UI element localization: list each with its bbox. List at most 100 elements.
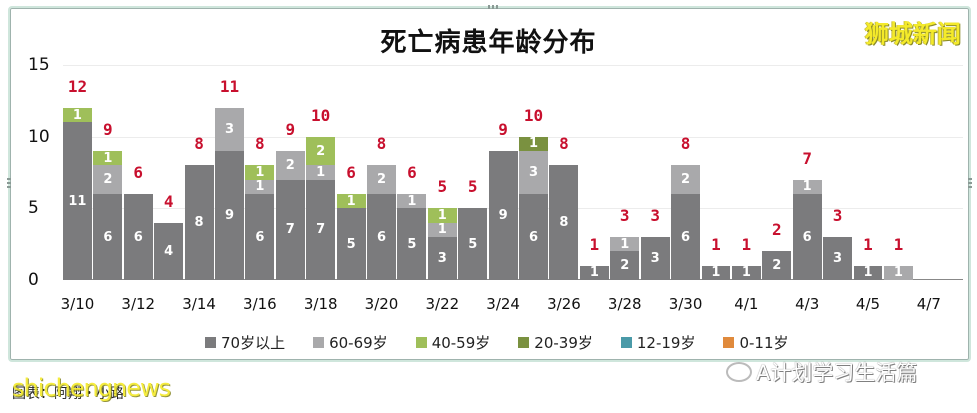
total-label: 6 [133, 163, 144, 182]
x-tick-label: 3/22 [425, 295, 460, 313]
bar-segment: 1 [792, 179, 822, 194]
chart-title: 死亡病患年龄分布 [380, 28, 597, 58]
x-tick-label: 3/14 [182, 295, 216, 313]
legend-swatch-icon [415, 337, 427, 348]
legend-label: 0-11岁 [739, 334, 789, 352]
total-label: 9 [498, 120, 508, 139]
resize-handle-left[interactable] [7, 178, 11, 190]
bar-segment: 8 [549, 165, 579, 280]
resize-handle-top[interactable] [488, 5, 500, 9]
y-tick-label: 0 [28, 270, 39, 290]
total-label: 1 [711, 234, 721, 254]
chart-credit: 图表：阿翔・小路 [12, 386, 124, 402]
bar-segment: 3 [427, 237, 457, 280]
gridline [63, 65, 963, 66]
legend-swatch-icon [518, 337, 530, 348]
total-label: 10 [523, 105, 544, 125]
bar-segment: 1 [579, 265, 609, 280]
total-label: 3 [650, 206, 660, 225]
total-label: 8 [194, 134, 204, 154]
bar-3/18[interactable]: 7 1 2 10 [306, 65, 336, 280]
wechat-icon [726, 362, 752, 382]
legend-item-70_plus[interactable]: 70岁以上 [205, 332, 285, 353]
x-tick-label: 3/16 [243, 295, 277, 313]
legend-item-40_59[interactable]: 40-59岁 [415, 332, 490, 353]
total-label: 2 [771, 220, 782, 240]
bar-3/10[interactable]: 11 1 12 [63, 65, 92, 280]
y-tick-label: 5 [28, 198, 39, 219]
total-label: 1 [589, 234, 600, 254]
x-tick-label: 4/3 [795, 295, 820, 313]
x-tick-label: 4/1 [734, 295, 759, 313]
bar-segment: 6 [123, 194, 153, 280]
total-label: 5 [437, 177, 448, 197]
bar-segment: 7 [275, 179, 305, 280]
bar-segment: 1 [93, 151, 123, 166]
legend-item-20_39[interactable]: 20-39岁 [518, 332, 593, 353]
total-label: 9 [285, 120, 296, 139]
resize-handle-right[interactable] [968, 178, 972, 190]
site-watermark: shichengnews [12, 374, 171, 402]
bar-segment: 1 [883, 265, 913, 280]
bar-segment: 1 [519, 136, 548, 151]
total-label: 6 [407, 163, 417, 182]
bar-segment: 6 [792, 194, 822, 280]
legend-item-60_69[interactable]: 60-69岁 [313, 332, 388, 353]
bar-segment: 2 [275, 151, 305, 180]
bar-4/7[interactable] [914, 65, 943, 280]
total-label: 1 [893, 234, 904, 254]
bar-segment: 1 [63, 108, 92, 123]
x-tick-label: 3/24 [486, 295, 520, 313]
bar-segment: 2 [93, 165, 123, 194]
total-label: 8 [255, 134, 265, 154]
total-label: 11 [219, 77, 240, 96]
x-tick-label: 3/26 [547, 295, 581, 313]
legend-item-12_19[interactable]: 12-19岁 [620, 332, 695, 353]
bar-3/25[interactable]: 6 3 1 10 [519, 65, 548, 280]
total-label: 8 [559, 134, 569, 154]
bar-3/15[interactable]: 9 3 11 [215, 65, 244, 280]
bar-segment: 2 [762, 251, 792, 280]
bar-segment: 1 [306, 165, 336, 180]
bar-segment: 2 [610, 251, 640, 280]
legend-label: 60-69岁 [329, 334, 388, 352]
x-tick-label: 4/7 [916, 295, 941, 313]
total-label: 4 [163, 191, 174, 211]
legend-swatch-icon [723, 337, 735, 348]
legend-label: 70岁以上 [221, 334, 286, 352]
bar-segment: 1 [427, 208, 457, 223]
bar-segment: 7 [306, 179, 336, 280]
bar-segment: 1 [245, 179, 275, 194]
bar-segment: 2 [367, 165, 396, 194]
legend-item-0_11[interactable]: 0-11岁 [723, 332, 789, 353]
legend-swatch-icon [205, 337, 216, 348]
plot-area: 11 1 12 6 2 1 9 6 6 4 4 8 8 9 3 11 6 1 1 8 7 2 9 7 1 2 10 5 1 6 6 2 8 5 1 6… [63, 65, 963, 280]
bar-segment: 3 [215, 108, 244, 151]
bar-segment: 5 [336, 208, 366, 280]
total-label: 8 [680, 134, 691, 154]
